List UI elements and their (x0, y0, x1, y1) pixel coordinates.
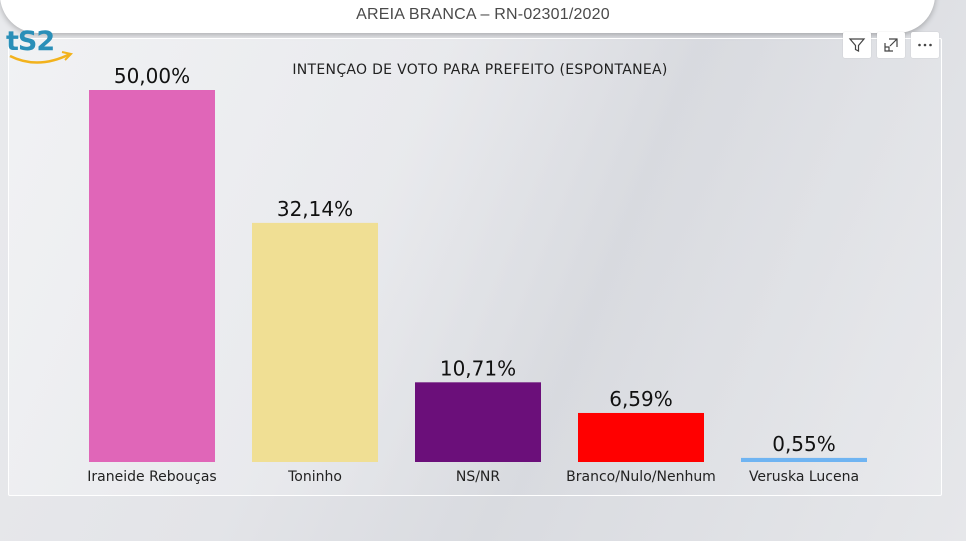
data-label-2: 10,71% (440, 356, 516, 380)
bar-4[interactable] (741, 457, 867, 462)
filter-button[interactable] (843, 32, 871, 58)
logo: tS2 (6, 26, 76, 74)
category-label-1: Toninho (287, 469, 342, 485)
page-title: AREIA BRANCA – RN-02301/2020 (356, 6, 610, 23)
focus-mode-icon (884, 38, 898, 52)
category-label-4: Veruska Lucena (749, 469, 859, 485)
bar-2[interactable] (415, 382, 541, 462)
more-options-button[interactable] (911, 32, 939, 58)
data-label-4: 0,55% (772, 432, 836, 456)
bar-3[interactable] (578, 412, 704, 462)
category-label-3: Branco/Nulo/Nenhum (566, 469, 716, 485)
data-label-1: 32,14% (277, 197, 353, 221)
data-label-3: 6,59% (609, 387, 673, 411)
logo-swoosh-icon (9, 51, 73, 64)
more-options-icon (918, 43, 932, 47)
filter-icon (848, 38, 866, 52)
header-tab (0, 0, 935, 33)
chart-title: INTENÇAO DE VOTO PARA PREFEITO (ESPONTAN… (292, 62, 668, 78)
category-label-2: NS/NR (456, 469, 501, 485)
logo-text: tS2 (6, 26, 55, 57)
bar-0[interactable] (89, 90, 215, 462)
focus-mode-button[interactable] (877, 32, 905, 58)
bar-1[interactable] (252, 222, 378, 462)
category-label-0: Iraneide Rebouças (87, 469, 216, 485)
data-label-0: 50,00% (114, 64, 190, 88)
